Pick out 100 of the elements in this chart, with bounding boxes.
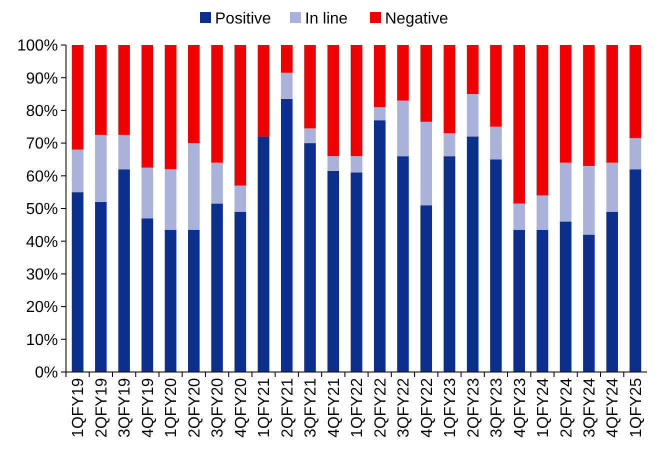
bar bbox=[327, 156, 340, 171]
bar bbox=[164, 169, 176, 230]
bar bbox=[397, 156, 409, 372]
bar bbox=[420, 45, 432, 122]
y-tick-label: 10% bbox=[26, 332, 58, 349]
bar bbox=[374, 45, 386, 108]
bar bbox=[211, 162, 223, 204]
bar bbox=[211, 45, 223, 163]
bar bbox=[374, 120, 386, 372]
x-tick-label: 4QFY20 bbox=[232, 378, 250, 438]
bar bbox=[536, 230, 548, 372]
bar bbox=[397, 45, 409, 101]
bar bbox=[280, 45, 293, 73]
bar bbox=[536, 45, 548, 196]
bar bbox=[234, 45, 246, 186]
x-tick-label: 3QFY19 bbox=[116, 378, 134, 438]
bar bbox=[444, 45, 456, 134]
x-tick-label: 2QFY24 bbox=[558, 378, 576, 438]
bar bbox=[280, 72, 293, 99]
bar bbox=[142, 168, 154, 218]
bar bbox=[397, 100, 409, 156]
y-tick-label: 20% bbox=[26, 299, 58, 316]
bar bbox=[234, 186, 246, 212]
bar bbox=[188, 45, 200, 144]
bar bbox=[583, 45, 595, 166]
x-tick-label: 2QFY21 bbox=[279, 378, 296, 438]
x-tick-label: 3QFY23 bbox=[488, 378, 506, 438]
y-tick-label: 30% bbox=[26, 266, 58, 284]
x-tick-label: 1QFY20 bbox=[163, 378, 180, 438]
bar bbox=[560, 162, 572, 222]
bar bbox=[630, 169, 642, 372]
x-tick-label: 2QFY22 bbox=[372, 378, 390, 438]
bar bbox=[560, 222, 572, 372]
bar bbox=[118, 169, 130, 372]
legend-label: Positive bbox=[215, 10, 272, 28]
x-tick-label: 1QFY23 bbox=[442, 378, 460, 438]
y-tick-label: 90% bbox=[26, 70, 58, 88]
bar bbox=[513, 204, 525, 230]
x-tick-label: 3QFY22 bbox=[396, 378, 413, 438]
bar bbox=[444, 156, 456, 372]
y-tick-label: 60% bbox=[26, 168, 58, 186]
bar bbox=[118, 45, 130, 135]
y-tick-label: 70% bbox=[26, 136, 58, 153]
bar bbox=[142, 218, 154, 372]
bar bbox=[560, 45, 572, 163]
bar bbox=[304, 128, 316, 144]
bar bbox=[327, 45, 340, 156]
bar bbox=[72, 150, 84, 192]
bar bbox=[490, 159, 502, 372]
bar bbox=[466, 94, 479, 137]
bar bbox=[304, 143, 316, 372]
bar bbox=[95, 202, 107, 372]
bar bbox=[304, 45, 316, 128]
y-tick-label: 100% bbox=[17, 38, 58, 55]
bar bbox=[211, 204, 223, 372]
bar bbox=[420, 122, 432, 206]
bar bbox=[630, 45, 642, 138]
x-tick-label: 1QFY21 bbox=[256, 378, 274, 438]
x-tick-label: 4QFY24 bbox=[604, 378, 622, 438]
x-tick-label: 1QFY24 bbox=[535, 378, 552, 438]
bar bbox=[513, 45, 525, 204]
bar bbox=[350, 156, 362, 173]
x-tick-label: 4QFY22 bbox=[418, 378, 436, 438]
bar bbox=[583, 166, 595, 235]
bar bbox=[164, 45, 176, 170]
bar bbox=[95, 45, 107, 135]
bar bbox=[420, 205, 432, 372]
bar bbox=[234, 212, 246, 372]
x-tick-label: 4QFY19 bbox=[140, 378, 157, 438]
bar bbox=[188, 230, 200, 372]
bar bbox=[583, 234, 595, 372]
bar bbox=[466, 45, 479, 94]
bar bbox=[490, 45, 502, 127]
bar bbox=[327, 170, 340, 372]
x-tick-label: 1QFY22 bbox=[349, 378, 366, 438]
legend-label: Negative bbox=[385, 10, 448, 28]
bar bbox=[258, 136, 270, 372]
bar bbox=[444, 133, 456, 156]
bar bbox=[188, 143, 200, 230]
x-tick-label: 4QFY23 bbox=[512, 378, 529, 438]
y-tick-label: 0% bbox=[34, 364, 58, 382]
x-tick-label: 3QFY21 bbox=[302, 378, 320, 438]
bar bbox=[350, 45, 362, 156]
bar bbox=[630, 138, 642, 170]
bar bbox=[280, 98, 293, 372]
legend-label: In line bbox=[305, 10, 348, 28]
bar bbox=[490, 126, 502, 160]
x-tick-label: 2QFY20 bbox=[186, 378, 204, 438]
bar bbox=[258, 45, 270, 137]
bar bbox=[142, 45, 154, 168]
x-tick-label: 3QFY20 bbox=[210, 378, 227, 438]
bar bbox=[72, 192, 84, 372]
bar bbox=[72, 45, 84, 150]
x-tick-label: 3QFY24 bbox=[582, 378, 598, 438]
x-tick-label: 1QFY19 bbox=[70, 378, 88, 438]
x-tick-label: 2QFY23 bbox=[465, 378, 482, 438]
bar bbox=[118, 134, 130, 170]
bar bbox=[606, 45, 618, 163]
x-tick-label: 1QFY25 bbox=[628, 378, 645, 438]
bar bbox=[606, 212, 618, 372]
